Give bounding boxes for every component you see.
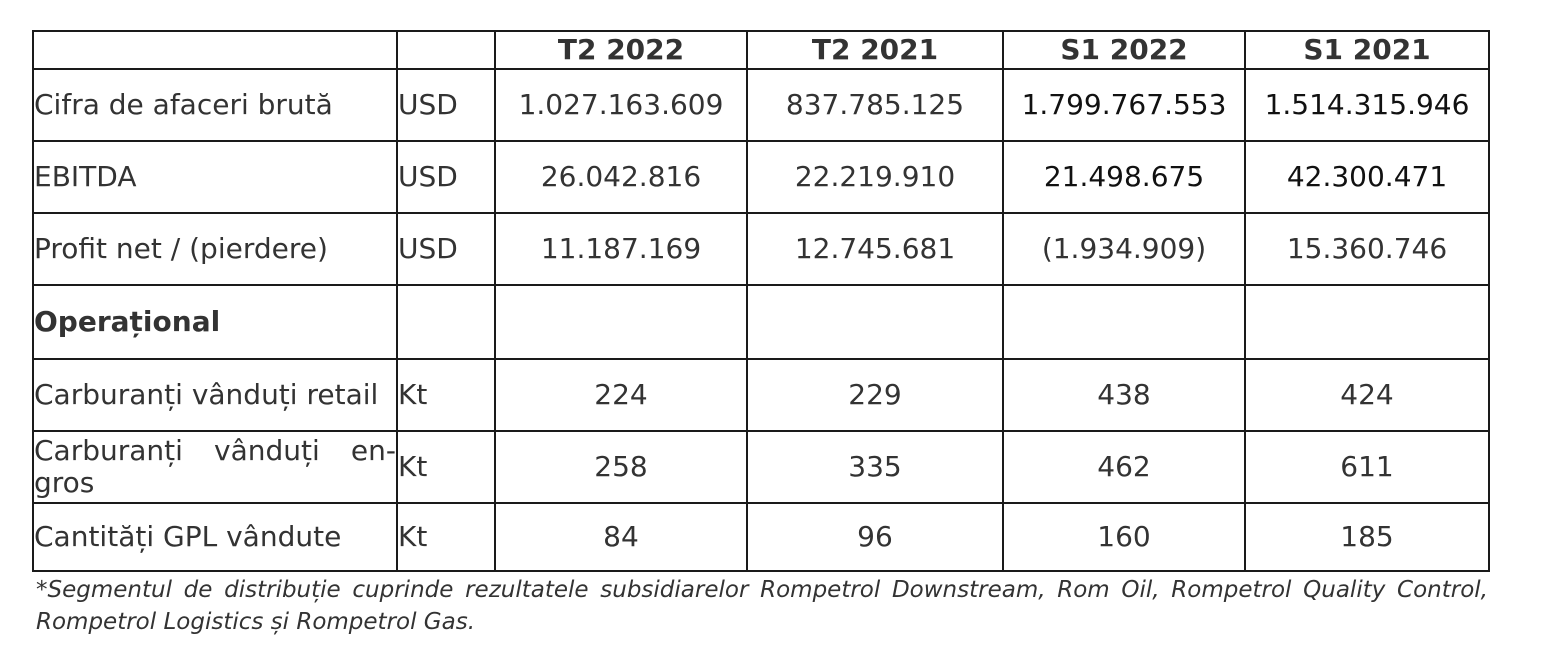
table-row: Cifra de afaceri brută USD 1.027.163.609… xyxy=(32,68,1490,142)
row-label: Profit net / (pierdere) xyxy=(32,212,398,286)
value-cell: 424 xyxy=(1244,358,1490,432)
row-label: EBITDA xyxy=(32,140,398,214)
results-table: T2 2022 T2 2021 S1 2022 S1 2021 Cifra de… xyxy=(32,30,1490,572)
table-row: Carburanți vânduți en-gros Kt 258 335 46… xyxy=(32,430,1490,504)
row-unit: Kt xyxy=(396,430,496,504)
value-cell: 1.027.163.609 xyxy=(494,68,748,142)
value-cell: 1.514.315.946 xyxy=(1244,68,1490,142)
row-unit: USD xyxy=(396,68,496,142)
value-cell: 224 xyxy=(494,358,748,432)
value-cell: 84 xyxy=(494,502,748,572)
value-cell: 15.360.746 xyxy=(1244,212,1490,286)
empty-cell xyxy=(396,284,496,360)
section-row: Operațional xyxy=(32,284,1490,360)
value-cell: 229 xyxy=(746,358,1004,432)
section-title: Operațional xyxy=(32,284,398,360)
value-cell: 22.219.910 xyxy=(746,140,1004,214)
empty-cell xyxy=(1244,284,1490,360)
row-label: Carburanți vânduți retail xyxy=(32,358,398,432)
value-cell: 12.745.681 xyxy=(746,212,1004,286)
row-unit: Kt xyxy=(396,358,496,432)
value-cell: 335 xyxy=(746,430,1004,504)
row-unit: Kt xyxy=(396,502,496,572)
empty-cell xyxy=(494,284,748,360)
table-row: Profit net / (pierdere) USD 11.187.169 1… xyxy=(32,212,1490,286)
row-label: Cantități GPL vândute xyxy=(32,502,398,572)
value-cell: 11.187.169 xyxy=(494,212,748,286)
row-unit: USD xyxy=(396,212,496,286)
header-t2-2022: T2 2022 xyxy=(494,30,748,70)
value-cell: 21.498.675 xyxy=(1002,140,1246,214)
footnote: *Segmentul de distribuție cuprinde rezul… xyxy=(36,577,1488,635)
value-cell: 438 xyxy=(1002,358,1246,432)
table-row: Cantități GPL vândute Kt 84 96 160 185 xyxy=(32,502,1490,572)
value-cell: 462 xyxy=(1002,430,1246,504)
row-label: Carburanți vânduți en-gros xyxy=(32,430,398,504)
value-cell: 26.042.816 xyxy=(494,140,748,214)
value-cell: 96 xyxy=(746,502,1004,572)
empty-cell xyxy=(1002,284,1246,360)
value-cell: 160 xyxy=(1002,502,1246,572)
table-header-row: T2 2022 T2 2021 S1 2022 S1 2021 xyxy=(32,30,1490,70)
row-label: Cifra de afaceri brută xyxy=(32,68,398,142)
value-cell: 611 xyxy=(1244,430,1490,504)
value-cell: 258 xyxy=(494,430,748,504)
header-s1-2021: S1 2021 xyxy=(1244,30,1490,70)
header-label-cell xyxy=(32,30,398,70)
empty-cell xyxy=(746,284,1004,360)
value-cell: 1.799.767.553 xyxy=(1002,68,1246,142)
value-cell: 42.300.471 xyxy=(1244,140,1490,214)
value-cell: 837.785.125 xyxy=(746,68,1004,142)
row-unit: USD xyxy=(396,140,496,214)
table-row: EBITDA USD 26.042.816 22.219.910 21.498.… xyxy=(32,140,1490,214)
value-cell: (1.934.909) xyxy=(1002,212,1246,286)
table-row: Carburanți vânduți retail Kt 224 229 438… xyxy=(32,358,1490,432)
header-t2-2021: T2 2021 xyxy=(746,30,1004,70)
header-unit-cell xyxy=(396,30,496,70)
value-cell: 185 xyxy=(1244,502,1490,572)
header-s1-2022: S1 2022 xyxy=(1002,30,1246,70)
